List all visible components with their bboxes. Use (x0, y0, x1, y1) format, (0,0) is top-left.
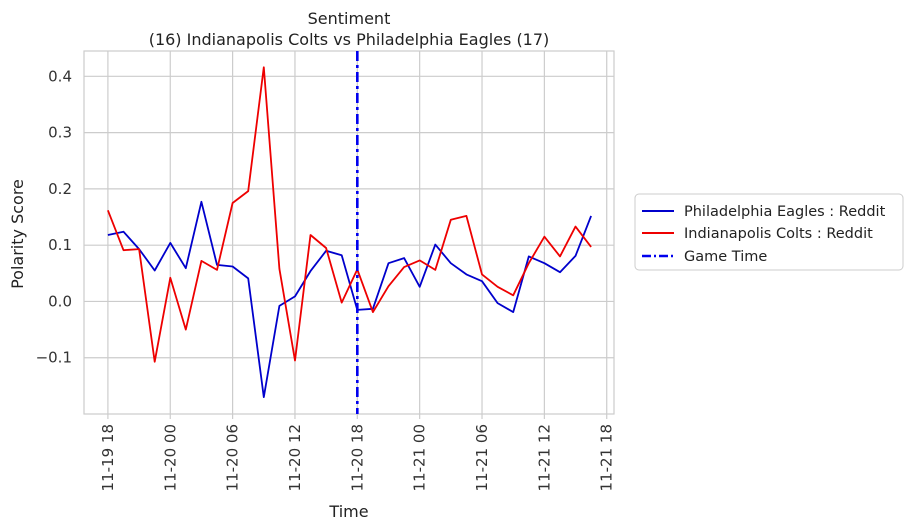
x-tick-label: 11-21 00 (411, 424, 429, 491)
series-line-colts (107, 66, 592, 363)
x-tick-label: 11-21 12 (535, 424, 553, 491)
y-tick-label: 0.2 (48, 180, 72, 198)
y-tick-label: 0.3 (48, 124, 72, 142)
series-layer (107, 51, 592, 414)
y-tick-label: 0.1 (48, 236, 72, 254)
legend-label-eagles: Philadelphia Eagles : Reddit (684, 204, 886, 220)
x-tick-label: 11-20 00 (161, 424, 179, 491)
chart-title: Sentiment (308, 9, 391, 28)
x-tick-label: 11-21 18 (598, 424, 616, 491)
x-tick-label: 11-19 18 (99, 424, 117, 491)
grid (84, 51, 614, 414)
y-tick-label: 0.0 (48, 292, 72, 310)
y-tick-label: −0.1 (36, 349, 72, 367)
y-axis-label: Polarity Score (8, 179, 27, 289)
y-tick-label: 0.4 (48, 67, 72, 85)
plot-frame (83, 50, 615, 415)
x-axis-label: Time (328, 502, 368, 521)
legend-label-game-time: Game Time (684, 249, 767, 265)
legend-label-colts: Indianapolis Colts : Reddit (684, 226, 873, 242)
x-tick-label: 11-21 06 (473, 424, 491, 491)
legend-box (634, 193, 904, 271)
x-tick-label: 11-20 06 (224, 424, 242, 491)
x-tick-label: 11-20 18 (348, 424, 366, 491)
x-tick-label: 11-20 12 (286, 424, 304, 491)
series-line-eagles (107, 200, 592, 399)
tick-labels: 11-19 18 11-20 00 11-20 06 11-20 12 11-20 18… (36, 67, 616, 491)
chart-subtitle: (16) Indianapolis Colts vs Philadelphia … (149, 30, 550, 49)
legend: Philadelphia Eagles : Reddit Indianapoli… (634, 193, 904, 271)
